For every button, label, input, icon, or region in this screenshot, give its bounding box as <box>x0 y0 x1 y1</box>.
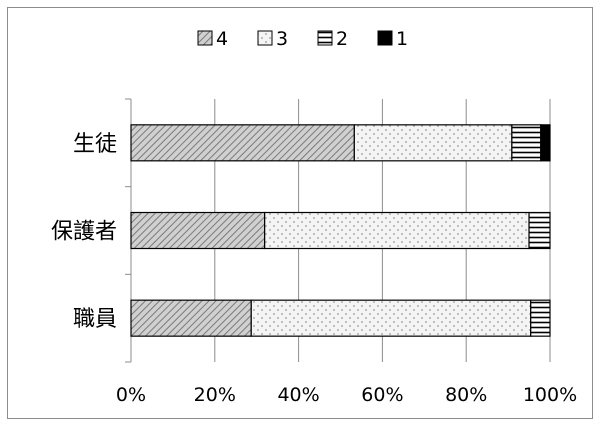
x-tick-label: 40% <box>277 384 319 406</box>
legend-label: 4 <box>216 28 228 50</box>
bar-segment-2 <box>530 299 551 337</box>
legend-swatch <box>377 30 393 46</box>
legend-swatch <box>257 30 273 46</box>
legend-label: 3 <box>276 28 288 50</box>
legend-item: 2 <box>317 28 348 50</box>
bar-segment-3 <box>264 211 530 250</box>
category-label: 保護者 <box>51 220 117 245</box>
category-label: 職員 <box>73 307 117 332</box>
bar-segment-4 <box>130 299 252 337</box>
legend-label: 2 <box>336 28 348 50</box>
legend-label: 1 <box>396 28 408 50</box>
legend-item: 1 <box>377 28 408 50</box>
legend-item: 3 <box>257 28 288 50</box>
bar-segment-3 <box>353 124 513 162</box>
x-tick-label: 80% <box>445 384 487 406</box>
category-label: 生徒 <box>73 132 117 157</box>
category-axis <box>125 98 132 363</box>
legend-swatch <box>317 30 333 46</box>
x-tick-label: 0% <box>116 384 146 406</box>
bar-segment-4 <box>130 124 355 162</box>
bar-segment-1 <box>540 124 551 162</box>
x-tick-label: 20% <box>194 384 236 406</box>
legend-item: 4 <box>197 28 228 50</box>
legend: 4 3 2 1 <box>197 28 408 50</box>
bar-segment-4 <box>130 211 266 250</box>
x-tick-labels: 0% 20% 40% 60% 80% 100% <box>116 384 577 406</box>
bar-segment-2 <box>528 211 551 250</box>
bar-segment-2 <box>511 124 542 162</box>
x-tick-label: 60% <box>361 384 403 406</box>
legend-swatch <box>197 30 213 46</box>
bar-segment-3 <box>250 299 532 337</box>
bars <box>130 124 551 337</box>
x-tick-label: 100% <box>523 384 577 406</box>
